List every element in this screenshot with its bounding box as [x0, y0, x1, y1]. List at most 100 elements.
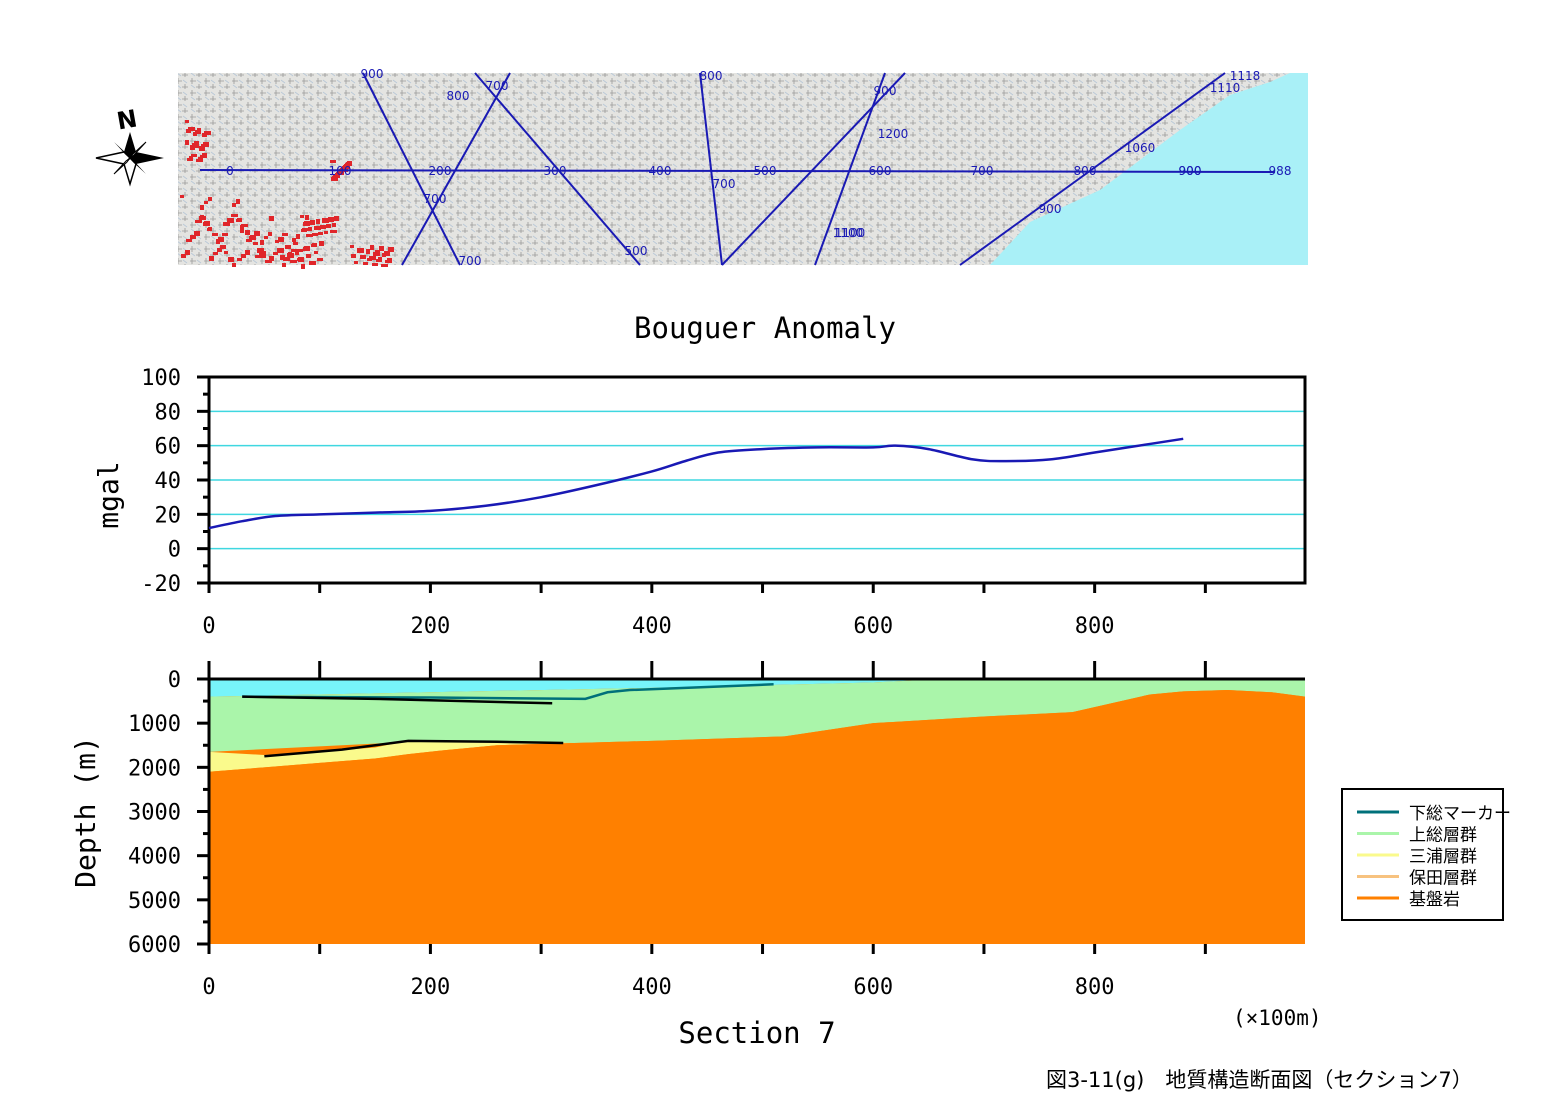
chart2-layers — [209, 679, 1305, 944]
chart1-xtick-label: 400 — [632, 614, 672, 639]
urban-block — [257, 248, 264, 253]
urban-block — [185, 120, 189, 123]
urban-block — [195, 220, 202, 223]
urban-block — [191, 154, 197, 157]
urban-block — [332, 223, 336, 227]
urban-block — [269, 216, 274, 221]
urban-block — [309, 261, 316, 265]
urban-block — [295, 250, 299, 255]
map-sea — [990, 73, 1308, 265]
chart1-ylabel: mgal — [92, 461, 125, 528]
urban-block — [382, 253, 386, 257]
urban-block — [290, 260, 297, 263]
urban-block — [301, 264, 305, 269]
urban-block — [338, 170, 342, 175]
urban-block — [350, 245, 354, 248]
urban-block — [324, 231, 328, 234]
map-profile-label: 200 — [429, 164, 452, 178]
urban-block — [282, 263, 286, 267]
urban-block — [287, 253, 292, 256]
urban-block — [278, 237, 284, 242]
chart2-ytick-label: 1000 — [128, 712, 181, 737]
urban-block — [253, 242, 258, 245]
map-profile-label: 800 — [1074, 164, 1097, 178]
urban-block — [357, 248, 364, 253]
urban-block — [208, 197, 212, 201]
urban-block — [187, 158, 193, 161]
compass-rose-icon: N — [95, 104, 164, 187]
urban-block — [303, 247, 310, 251]
chart1-ytick-label: 80 — [155, 400, 182, 425]
urban-block — [200, 205, 204, 210]
urban-block — [311, 244, 317, 247]
map-grid-lines — [199, 72, 1276, 266]
urban-block — [196, 159, 203, 162]
map-profile-label: 500 — [754, 164, 777, 178]
urban-block — [306, 254, 311, 258]
urban-block — [185, 140, 189, 145]
urban-block — [224, 251, 228, 254]
urban-block — [268, 232, 272, 236]
unit-note: (×100m) — [1233, 1006, 1322, 1030]
map-profile-label: 100 — [329, 164, 352, 178]
urban-block — [203, 222, 210, 226]
urban-block — [320, 225, 326, 229]
urban-block — [190, 235, 196, 239]
urban-block — [265, 260, 272, 263]
map-contour-label: 900 — [874, 84, 897, 98]
urban-block — [372, 263, 378, 266]
urban-block — [328, 217, 334, 222]
urban-block — [319, 241, 324, 246]
urban-block — [301, 229, 307, 232]
urban-block — [202, 153, 207, 156]
urban-block — [310, 220, 315, 225]
chart2-xtick-label: 600 — [853, 975, 893, 1000]
urban-block — [388, 247, 394, 252]
chart1-xtick-label: 200 — [411, 614, 451, 639]
map-contour-label: 700 — [713, 177, 736, 191]
chart2-ytick-label: 2000 — [128, 756, 181, 781]
map-contour-label: 1200 — [878, 127, 909, 141]
map-contour-label: 800 — [447, 89, 470, 103]
urban-block — [363, 262, 368, 265]
urban-block — [237, 258, 242, 261]
map-contour-label: 1060 — [1125, 141, 1156, 155]
chart2-ytick-label: 6000 — [128, 933, 181, 958]
urban-block — [381, 264, 388, 267]
chart2-xtick-label: 0 — [202, 975, 215, 1000]
layer-cyan_top — [209, 679, 1305, 697]
urban-block — [305, 215, 309, 220]
urban-block — [241, 254, 246, 258]
map-contour-label: 700 — [424, 192, 447, 206]
urban-block — [217, 248, 222, 252]
map-profile-label: 900 — [1179, 164, 1202, 178]
legend-label: 保田層群 — [1409, 869, 1477, 889]
chart2-ytick-label: 0 — [168, 668, 181, 693]
urban-block — [351, 254, 356, 258]
urban-block — [326, 224, 331, 228]
chart1-title: Bouguer Anomaly — [634, 311, 896, 345]
urban-block — [180, 195, 184, 198]
depth-section-chart: 0 1000 2000 3000 4000 5000 6000 0 200 400 600 800 D… — [69, 661, 1511, 1050]
chart1-ytick-label: 20 — [155, 503, 182, 528]
urban-block — [250, 235, 256, 239]
map-contour-label: 1100 — [835, 226, 866, 240]
urban-block — [314, 226, 321, 230]
map-contour-label: 900 — [1179, 164, 1202, 178]
layer-基盤岩 — [209, 690, 1305, 944]
chart1-ytick-label: 0 — [168, 538, 181, 563]
urban-block — [188, 127, 195, 131]
chart1-series — [208, 437, 1184, 530]
urban-block — [218, 237, 224, 242]
urban-block — [245, 250, 250, 255]
urban-block — [300, 215, 304, 218]
urban-block — [241, 224, 248, 227]
chart1-gridlines — [209, 410, 1305, 550]
urban-block — [283, 257, 290, 261]
urban-block — [316, 219, 320, 224]
urban-block — [312, 233, 318, 236]
urban-block — [273, 252, 278, 255]
map-profile-label: 700 — [971, 164, 994, 178]
